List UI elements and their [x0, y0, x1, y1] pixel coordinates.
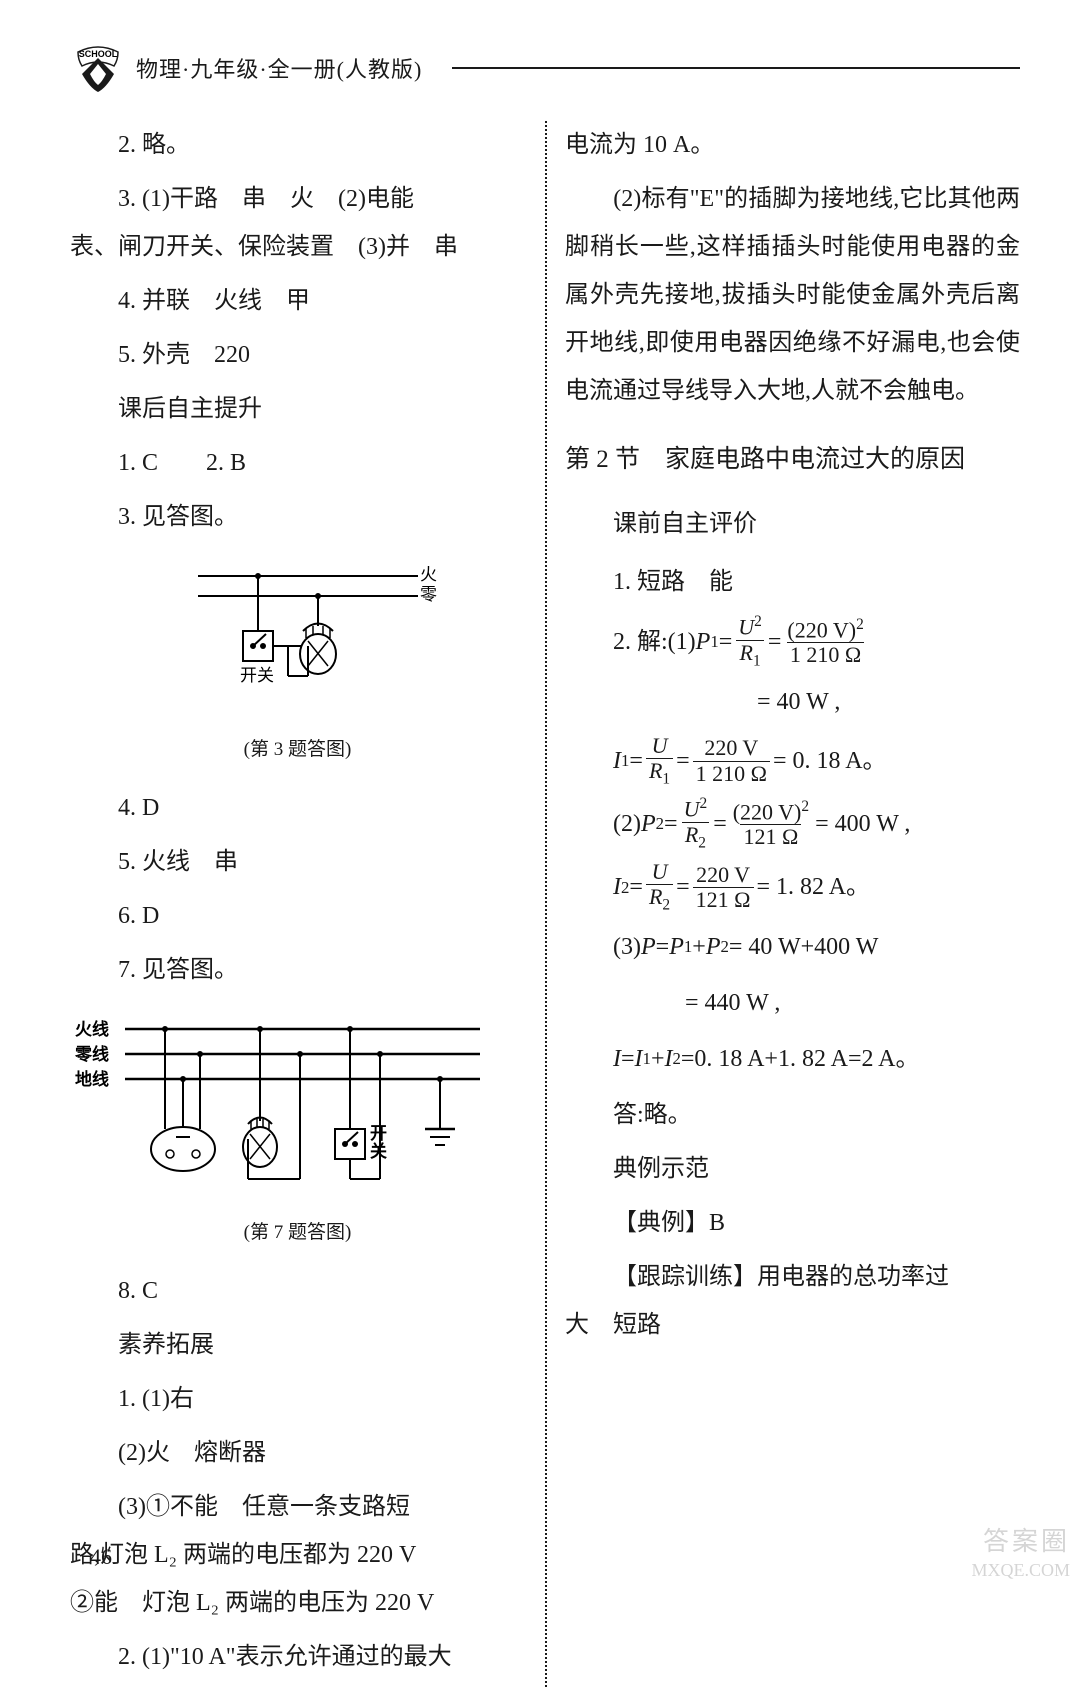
watermark: 答案圈 MXQE.COM: [971, 1525, 1070, 1582]
answer-line: 8. C: [70, 1267, 525, 1315]
answer-line: 1. C 2. B: [70, 439, 525, 487]
math-formula: = 440 W ,: [565, 979, 1020, 1027]
answer-line: 7. 见答图。: [70, 946, 525, 994]
answer-line: 3. 见答图。: [70, 493, 525, 541]
label-switch: 关: [370, 1141, 387, 1161]
answer-line: 2. (1)"10 A"表示允许通过的最大: [70, 1633, 525, 1681]
math-formula: 2. 解:(1) P1 = U2R1 = (220 V)21 210 Ω: [565, 614, 1020, 670]
school-logo: SCHOOL: [70, 40, 126, 96]
page-number: 46: [90, 1544, 112, 1570]
math-formula: = 40 W ,: [565, 678, 1020, 726]
answer-line: 答:略。: [565, 1091, 1020, 1139]
section-sub: 典例示范: [565, 1145, 1020, 1193]
math-formula: I1 = UR1 = 220 V1 210 Ω = 0. 18 A。: [565, 734, 1020, 789]
math-formula: I2 = UR2 = 220 V121 Ω = 1. 82 A。: [565, 860, 1020, 915]
math-formula: I=I1+I2=0. 18 A+1. 82 A=2 A。: [565, 1035, 1020, 1083]
label-live: 火线: [420, 565, 438, 584]
label-switch: 开: [370, 1124, 387, 1143]
section-heading: 第 2 节 家庭电路中电流过大的原因: [565, 435, 1020, 485]
answer-line: (2)火 熔断器: [70, 1429, 525, 1477]
diagram-q3: 火线 零线 开关: [158, 556, 438, 716]
label-ground: 地线: [75, 1069, 109, 1089]
math-formula: (3) P = P1+P2 = 40 W+400 W: [565, 923, 1020, 971]
label-neutral: 零线: [74, 1044, 109, 1064]
answer-line: 2. 略。: [70, 121, 525, 169]
answer-line: 【跟踪训练】用电器的总功率过 大 短路: [565, 1253, 1020, 1349]
answer-line: 3. (1)干路 串 火 (2)电能 表、闸刀开关、保险装置 (3)并 串: [70, 175, 525, 271]
label-live: 火线: [75, 1019, 109, 1039]
right-column: 电流为 10 A。 (2)标有"E"的插脚为接地线,它比其他两脚稍长一些,这样插…: [545, 121, 1020, 1687]
answer-line: 5. 火线 串: [70, 838, 525, 886]
answer-line: (3)①不能 任意一条支路短 路,灯泡 L₂ 两端的电压都为 220 V ②能 …: [70, 1483, 525, 1627]
answer-line: 6. D: [70, 892, 525, 940]
diagram-caption: (第 7 题答图): [70, 1214, 525, 1252]
book-title: 物理·九年级·全一册(人教版): [136, 52, 422, 84]
diagram-q7: 火线 零线 地线: [70, 1009, 490, 1199]
header-rule: [452, 67, 1020, 69]
answer-line: 1. 短路 能: [565, 558, 1020, 606]
label-neutral: 零线: [420, 585, 438, 604]
label-switch: 开关: [240, 666, 274, 685]
answer-line: 5. 外壳 220: [70, 331, 525, 379]
section-sub: 课后自主提升: [70, 385, 525, 433]
diagram-caption: (第 3 题答图): [70, 731, 525, 769]
content-area: 2. 略。 3. (1)干路 串 火 (2)电能 表、闸刀开关、保险装置 (3)…: [70, 121, 1020, 1687]
page-header: SCHOOL 物理·九年级·全一册(人教版): [70, 40, 1020, 96]
answer-line: 4. 并联 火线 甲: [70, 277, 525, 325]
answer-line: 电流为 10 A。: [565, 121, 1020, 169]
section-sub: 课前自主评价: [565, 500, 1020, 548]
section-sub: 素养拓展: [70, 1321, 525, 1369]
svg-text:SCHOOL: SCHOOL: [79, 49, 118, 59]
column-divider: [545, 121, 547, 1687]
answer-line: 【典例】B: [565, 1199, 1020, 1247]
answer-paragraph: (2)标有"E"的插脚为接地线,它比其他两脚稍长一些,这样插插头时能使用电器的金…: [565, 175, 1020, 415]
answer-line: 1. (1)右: [70, 1375, 525, 1423]
math-formula: (2) P2 = U2R2 = (220 V)2121 Ω = 400 W ,: [565, 796, 1020, 852]
answer-line: 4. D: [70, 784, 525, 832]
left-column: 2. 略。 3. (1)干路 串 火 (2)电能 表、闸刀开关、保险装置 (3)…: [70, 121, 545, 1687]
